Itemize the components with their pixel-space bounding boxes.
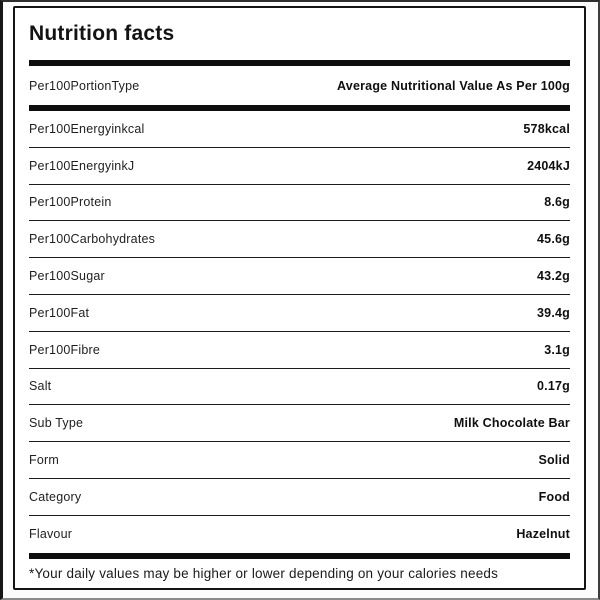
nutrition-row: Category Food (29, 479, 570, 516)
header-label: Per100PortionType (29, 78, 140, 93)
row-label: Flavour (29, 527, 73, 542)
nutrition-row: Per100Energyinkcal 578kcal (29, 111, 570, 148)
header-row: Per100PortionType Average Nutritional Va… (29, 66, 570, 105)
row-value: 578kcal (523, 121, 570, 136)
nutrition-row: Per100Carbohydrates 45.6g (29, 221, 570, 259)
row-label: Per100Fibre (29, 342, 100, 357)
nutrition-row: Per100Sugar 43.2g (29, 258, 570, 295)
row-value: 8.6g (544, 195, 570, 210)
nutrition-row: Per100EnergyinkJ 2404kJ (29, 148, 570, 185)
page-title: Nutrition facts (29, 22, 175, 45)
row-label: Per100Fat (29, 305, 90, 320)
row-value: 0.17g (537, 379, 570, 394)
row-value: 3.1g (544, 342, 570, 357)
nutrition-row: Per100Fibre 3.1g (29, 332, 570, 369)
thick-divider-bottom (29, 552, 570, 559)
row-label: Salt (29, 379, 52, 394)
row-label: Per100Carbohydrates (29, 232, 156, 247)
nutrition-row: Sub Type Milk Chocolate Bar (29, 405, 570, 443)
nutrition-row: Per100Protein 8.6g (29, 185, 570, 222)
thick-divider-middle (29, 105, 570, 111)
title-block: Nutrition facts (29, 8, 570, 60)
row-label: Sub Type (29, 416, 84, 431)
footnote-area: *Your daily values may be higher or lowe… (29, 559, 570, 588)
thick-divider-top (29, 60, 570, 66)
daily-values-footnote: *Your daily values may be higher or lowe… (29, 565, 499, 581)
row-label: Per100EnergyinkJ (29, 158, 135, 173)
row-value: Food (538, 489, 570, 504)
row-label: Form (29, 453, 59, 468)
row-value: 45.6g (537, 232, 570, 247)
row-label: Category (29, 489, 82, 504)
nutrition-row: Salt 0.17g (29, 369, 570, 406)
header-value: Average Nutritional Value As Per 100g (337, 78, 570, 93)
row-value: Solid (538, 453, 570, 468)
nutrition-row: Per100Fat 39.4g (29, 295, 570, 332)
row-value: 43.2g (537, 269, 570, 284)
nutrition-rows: Per100Energyinkcal 578kcal Per100Energyi… (29, 111, 570, 553)
row-label: Per100Energyinkcal (29, 121, 145, 136)
row-value: 2404kJ (527, 158, 570, 173)
row-value: 39.4g (537, 305, 570, 320)
nutrition-row: Form Solid (29, 442, 570, 479)
row-label: Per100Sugar (29, 269, 105, 284)
nutrition-facts-card: Nutrition facts Per100PortionType Averag… (13, 6, 586, 590)
row-label: Per100Protein (29, 195, 112, 210)
nutrition-row: Flavour Hazelnut (29, 516, 570, 553)
row-value: Milk Chocolate Bar (453, 416, 570, 431)
row-value: Hazelnut (516, 527, 570, 542)
